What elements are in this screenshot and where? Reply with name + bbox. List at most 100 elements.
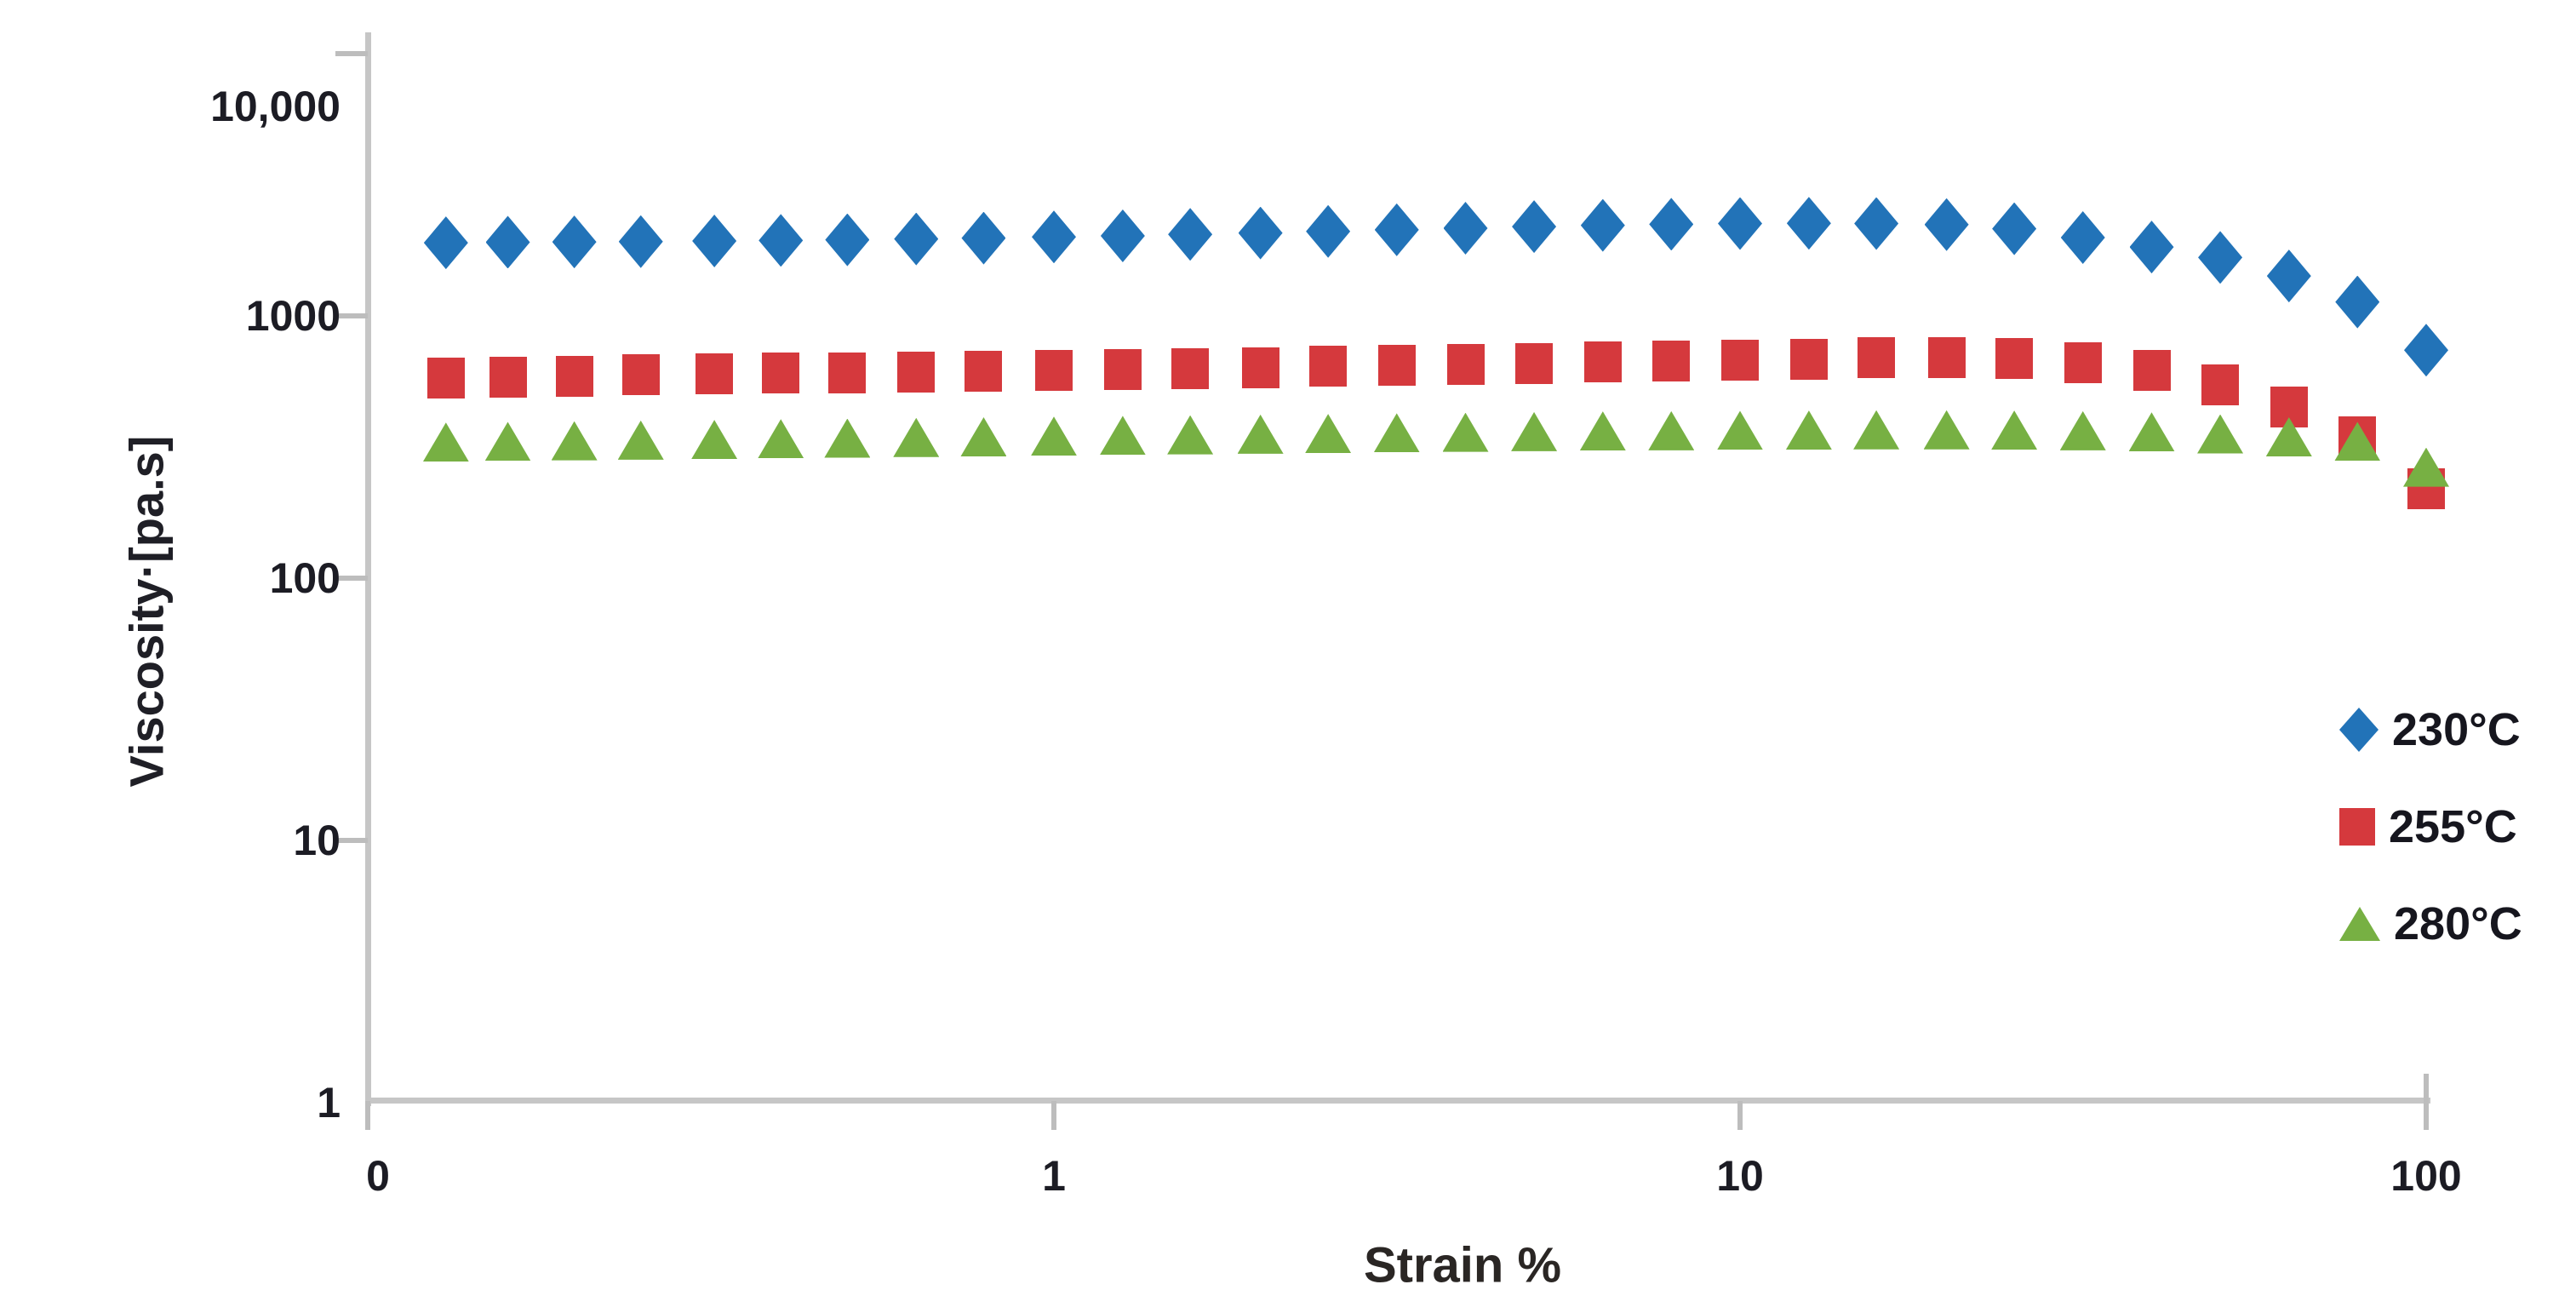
y-tick-label: 10	[293, 817, 341, 864]
data-point-marker-230c	[2335, 275, 2380, 329]
data-point-marker-255c	[2064, 341, 2102, 383]
data-point-marker-280c	[422, 422, 469, 462]
y-tick	[335, 576, 368, 581]
data-point-marker-230c	[1512, 200, 1557, 254]
x-tick	[2424, 1074, 2429, 1130]
y-tick	[335, 313, 368, 318]
legend-label: 230°C	[2392, 704, 2521, 755]
data-point-marker-230c	[825, 213, 870, 267]
data-point-marker-230c	[961, 211, 1006, 265]
data-point-marker-255c	[1377, 345, 1416, 387]
data-point-marker-255c	[1515, 342, 1554, 384]
data-point-marker-280c	[1373, 413, 1420, 453]
data-point-marker-230c	[1168, 208, 1213, 261]
y-axis-line	[365, 32, 371, 1106]
data-point-marker-230c	[1374, 203, 1419, 256]
y-tick-label: 100	[269, 554, 341, 602]
legend-item: 230°C	[2339, 681, 2522, 778]
data-point-marker-280c	[1442, 412, 1489, 452]
data-point-marker-255c	[1309, 346, 1348, 387]
data-point-marker-280c	[1991, 410, 2038, 450]
data-point-marker-280c	[1853, 410, 1900, 450]
x-tick	[1737, 1101, 1743, 1130]
x-axis-title: Strain %	[1363, 1237, 1562, 1293]
data-point-marker-230c	[1443, 201, 1488, 255]
data-point-marker-280c	[1717, 410, 1763, 450]
data-point-marker-230c	[1032, 210, 1076, 264]
legend-item: 280°C	[2339, 875, 2522, 972]
data-point-marker-230c	[618, 215, 663, 268]
data-point-marker-230c	[1238, 206, 1283, 260]
data-point-marker-255c	[426, 357, 465, 398]
legend-item: 255°C	[2339, 778, 2522, 875]
data-point-marker-280c	[617, 420, 664, 460]
y-tick-label: 10,000	[210, 83, 341, 130]
legend-marker-triangle	[2339, 907, 2380, 941]
data-point-marker-230c	[2129, 221, 2174, 274]
data-point-marker-280c	[2128, 412, 2175, 452]
data-point-marker-230c	[2060, 210, 2105, 264]
data-point-marker-280c	[1099, 416, 1146, 456]
data-point-marker-230c	[894, 212, 939, 266]
data-point-marker-255c	[1721, 339, 1759, 381]
x-tick	[1051, 1101, 1056, 1130]
data-point-marker-255c	[2201, 364, 2240, 406]
data-point-marker-280c	[551, 421, 598, 461]
data-point-marker-230c	[1786, 197, 1831, 250]
data-point-marker-255c	[1446, 343, 1485, 385]
data-point-marker-280c	[893, 417, 940, 457]
legend: 230°C 255°C 280°C	[2339, 681, 2522, 972]
data-point-marker-280c	[1237, 414, 1284, 454]
data-point-marker-230c	[552, 215, 597, 269]
y-tick	[335, 838, 368, 843]
data-point-marker-255c	[1103, 348, 1142, 390]
data-point-marker-230c	[1854, 197, 1899, 250]
x-tick-label: 100	[2390, 1152, 2462, 1200]
data-point-marker-255c	[621, 354, 660, 396]
data-point-marker-280c	[1305, 414, 1352, 454]
x-tick	[365, 1101, 370, 1130]
data-point-marker-280c	[1923, 410, 1970, 450]
data-point-marker-230c	[1649, 198, 1694, 251]
data-point-marker-255c	[1652, 341, 1691, 382]
data-point-marker-230c	[692, 215, 737, 268]
data-point-marker-280c	[691, 420, 738, 460]
data-point-marker-280c	[1031, 416, 1077, 456]
y-tick-label: 1000	[245, 292, 341, 340]
data-point-marker-255c	[1171, 347, 1210, 389]
y-tick	[335, 51, 368, 56]
data-point-marker-230c	[1580, 198, 1625, 252]
data-point-marker-255c	[1995, 338, 2034, 380]
data-point-marker-280c	[2197, 414, 2244, 454]
data-point-marker-230c	[1718, 197, 1762, 250]
legend-marker-square	[2339, 808, 2375, 846]
data-point-marker-255c	[1858, 337, 1896, 379]
data-point-marker-255c	[2132, 349, 2171, 391]
data-point-marker-280c	[2059, 410, 2106, 450]
data-point-marker-255c	[1583, 341, 1622, 383]
data-point-marker-230c	[1992, 202, 2037, 255]
legend-marker-diamond	[2339, 708, 2379, 752]
data-point-marker-230c	[2266, 249, 2311, 303]
data-point-marker-255c	[1035, 349, 1073, 391]
data-point-marker-230c	[1924, 198, 1969, 251]
data-point-marker-280c	[1648, 410, 1695, 450]
data-point-marker-280c	[824, 418, 871, 458]
data-point-marker-280c	[1511, 411, 1558, 451]
y-axis-title: Viscosity·[pa.s]	[119, 435, 174, 788]
data-point-marker-280c	[960, 416, 1007, 456]
legend-label: 255°C	[2389, 801, 2517, 852]
data-point-marker-255c	[828, 352, 867, 393]
y-tick-label: 1	[317, 1079, 341, 1127]
data-point-marker-230c	[1100, 209, 1145, 262]
data-point-marker-255c	[1789, 338, 1828, 380]
data-point-marker-280c	[1785, 410, 1832, 450]
data-point-marker-230c	[2404, 324, 2448, 377]
data-point-marker-230c	[2198, 231, 2243, 284]
data-point-marker-230c	[423, 216, 468, 270]
data-point-marker-230c	[1306, 204, 1351, 258]
data-point-marker-255c	[1241, 347, 1279, 388]
x-axis-line	[365, 1098, 2430, 1104]
x-tick-label: 10	[1716, 1152, 1764, 1200]
